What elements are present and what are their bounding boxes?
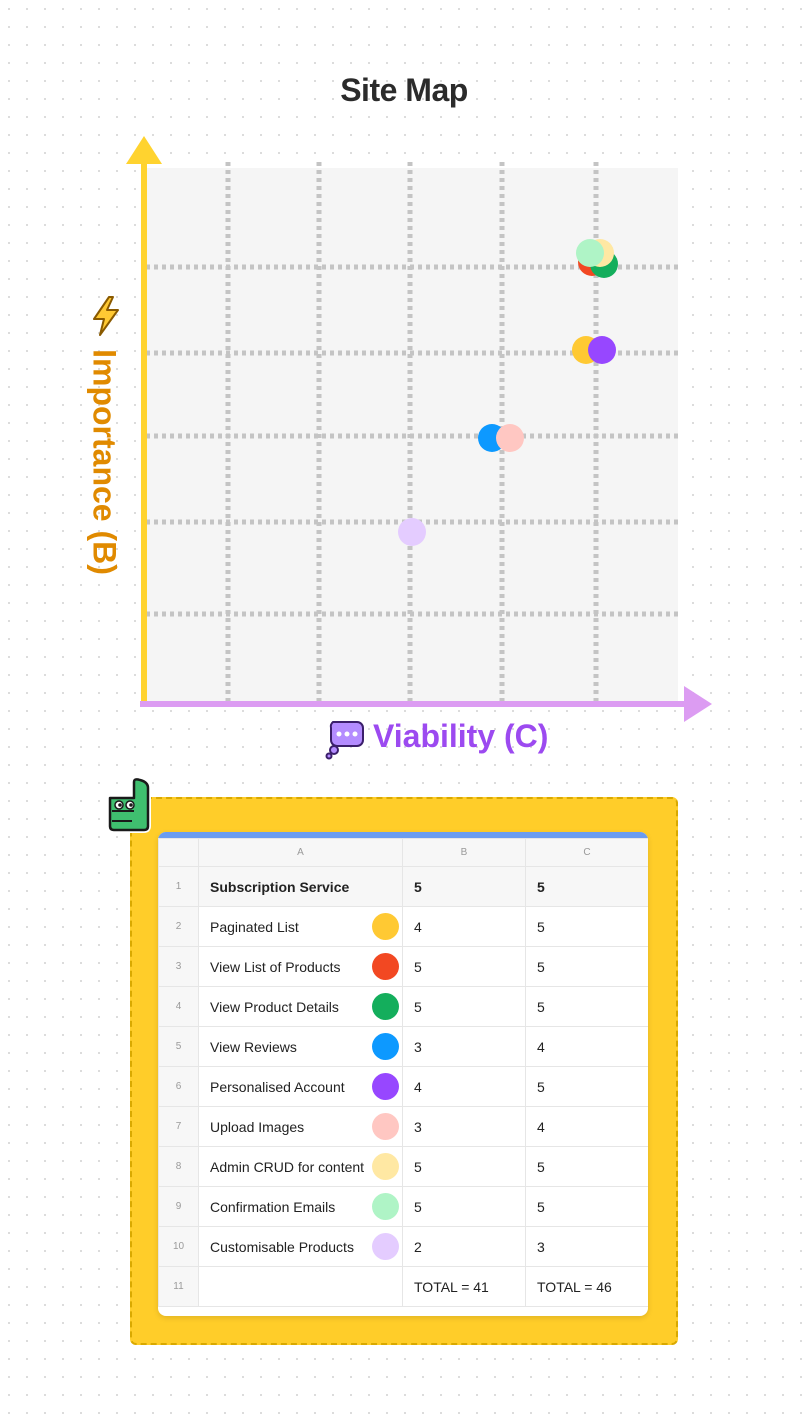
cell-importance[interactable]: 5 xyxy=(402,866,526,907)
cell-name-text: Personalised Account xyxy=(210,1078,345,1095)
color-dot xyxy=(372,1112,399,1140)
color-dot xyxy=(372,1192,399,1220)
color-dot xyxy=(372,1232,399,1260)
cell-name[interactable]: Admin CRUD for content xyxy=(198,1146,403,1187)
row-number: 7 xyxy=(158,1106,199,1147)
table-row: 6 Personalised Account 4 5 xyxy=(158,1066,648,1107)
row-number: 10 xyxy=(158,1226,199,1267)
cell-name-text: Upload Images xyxy=(210,1118,305,1135)
cell-importance[interactable]: 3 xyxy=(402,1026,526,1067)
cell-viability[interactable]: 4 xyxy=(525,1026,648,1067)
cell-importance[interactable]: 5 xyxy=(402,946,526,987)
color-dot xyxy=(372,912,399,940)
cell-name-text: Admin CRUD for content xyxy=(210,1158,365,1175)
data-point-customisable-products[interactable] xyxy=(398,518,426,546)
cell-viability[interactable]: 5 xyxy=(525,1066,648,1107)
column-header-row: A B C xyxy=(158,838,648,867)
row-number: 5 xyxy=(158,1026,199,1067)
cell-name[interactable]: Customisable Products xyxy=(198,1226,403,1267)
data-points xyxy=(398,239,618,546)
table-row: 2 Paginated List 4 5 xyxy=(158,906,648,947)
cell-importance[interactable]: 5 xyxy=(402,1146,526,1187)
table-row: 11 TOTAL = 41 TOTAL = 46 xyxy=(158,1266,648,1307)
cell-viability[interactable]: 5 xyxy=(525,986,648,1027)
row-number: 2 xyxy=(158,906,199,947)
row-number: 11 xyxy=(158,1266,199,1307)
cell-name[interactable]: View List of Products xyxy=(198,946,403,987)
cell-name[interactable]: Upload Images xyxy=(198,1106,403,1147)
cell-viability[interactable]: 5 xyxy=(525,866,648,907)
corner-cell xyxy=(158,838,199,867)
data-table: A B C 1 Subscription Service 5 5 2 Paginated … xyxy=(158,832,648,1316)
chart-title: Site Map xyxy=(340,72,468,108)
cell-name-text: View Reviews xyxy=(210,1038,297,1055)
table-row: 5 View Reviews 3 4 xyxy=(158,1026,648,1067)
cell-viability[interactable]: 4 xyxy=(525,1106,648,1147)
cell-name[interactable]: Confirmation Emails xyxy=(198,1186,403,1227)
y-axis-label: Importance (B) xyxy=(86,349,123,575)
cell-viability[interactable]: 3 xyxy=(525,1226,648,1267)
cell-name[interactable]: Personalised Account xyxy=(198,1066,403,1107)
cell-importance[interactable]: 4 xyxy=(402,1066,526,1107)
table-row: 3 View List of Products 5 5 xyxy=(158,946,648,987)
color-dot xyxy=(372,1152,399,1180)
row-number: 4 xyxy=(158,986,199,1027)
cell-name[interactable] xyxy=(198,1266,403,1307)
table-row: 9 Confirmation Emails 5 5 xyxy=(158,1186,648,1227)
thought-bubble-icon xyxy=(325,721,364,760)
cell-importance[interactable]: 3 xyxy=(402,1106,526,1147)
table-header-bar xyxy=(158,832,648,838)
cell-name[interactable]: View Reviews xyxy=(198,1026,403,1067)
cell-viability[interactable]: 5 xyxy=(525,946,648,987)
cell-importance[interactable]: 5 xyxy=(402,1186,526,1227)
column-header-c[interactable]: C xyxy=(525,838,648,867)
cell-viability[interactable]: 5 xyxy=(525,1146,648,1187)
cell-name-text: Confirmation Emails xyxy=(210,1198,336,1215)
row-number: 9 xyxy=(158,1186,199,1227)
table-row: 8 Admin CRUD for content 5 5 xyxy=(158,1146,648,1187)
cell-viability[interactable]: TOTAL = 46 xyxy=(525,1266,648,1307)
x-axis-arrow xyxy=(684,686,712,722)
column-header-a[interactable]: A xyxy=(198,838,403,867)
cell-importance[interactable]: 2 xyxy=(402,1226,526,1267)
column-header-b[interactable]: B xyxy=(402,838,526,867)
cell-importance[interactable]: 5 xyxy=(402,986,526,1027)
color-dot xyxy=(372,992,399,1020)
cell-name-text: View Product Details xyxy=(210,998,339,1015)
color-dot xyxy=(372,1072,399,1100)
lightning-bolt-icon xyxy=(93,296,119,336)
data-point-confirmation-emails[interactable] xyxy=(576,239,604,267)
cell-viability[interactable]: 5 xyxy=(525,906,648,947)
scatter-plot xyxy=(126,136,712,722)
table-row: 7 Upload Images 3 4 xyxy=(158,1106,648,1147)
cell-name[interactable]: Subscription Service xyxy=(198,866,403,907)
table-row: 10 Customisable Products 2 3 xyxy=(158,1226,648,1267)
data-point-upload-images[interactable] xyxy=(496,424,524,452)
cell-viability[interactable]: 5 xyxy=(525,1186,648,1227)
data-point-personalised-account[interactable] xyxy=(588,336,616,364)
color-dot xyxy=(372,1032,399,1060)
cell-name-text: Paginated List xyxy=(210,918,299,935)
cell-name-text: View List of Products xyxy=(210,958,341,975)
table-row: 4 View Product Details 5 5 xyxy=(158,986,648,1027)
cell-name-text: Subscription Service xyxy=(210,878,350,895)
cell-name[interactable]: View Product Details xyxy=(198,986,403,1027)
row-number: 3 xyxy=(158,946,199,987)
row-number: 1 xyxy=(158,866,199,907)
row-number: 8 xyxy=(158,1146,199,1187)
x-axis-label: Viability (C) xyxy=(373,718,549,754)
color-dot xyxy=(372,952,399,980)
cell-name-text: Customisable Products xyxy=(210,1238,354,1255)
cell-importance[interactable]: TOTAL = 41 xyxy=(402,1266,526,1307)
cell-importance[interactable]: 4 xyxy=(402,906,526,947)
thumbs-up-sticker xyxy=(107,778,151,833)
table-row: 1 Subscription Service 5 5 xyxy=(158,866,648,907)
y-axis-arrow xyxy=(126,136,162,164)
row-number: 6 xyxy=(158,1066,199,1107)
cell-name[interactable]: Paginated List xyxy=(198,906,403,947)
